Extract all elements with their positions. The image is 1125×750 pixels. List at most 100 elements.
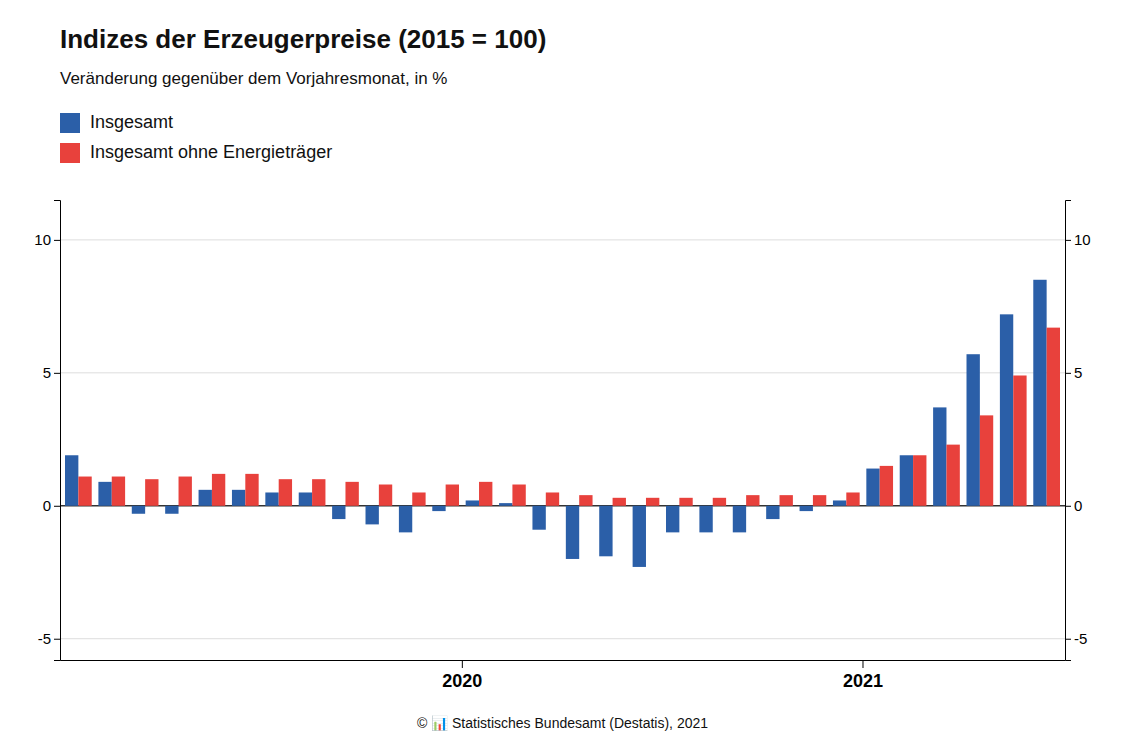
bar bbox=[399, 506, 412, 533]
bar bbox=[112, 477, 125, 506]
bar bbox=[446, 485, 459, 506]
bar bbox=[579, 495, 592, 506]
plot: -5 0 5 10 -5 0 5 10 2020 2021 bbox=[34, 201, 1090, 691]
bar bbox=[65, 455, 78, 506]
legend: Insgesamt Insgesamt ohne Energieträger bbox=[60, 112, 332, 163]
tick-mark bbox=[462, 660, 463, 668]
bar bbox=[1013, 375, 1026, 505]
grid bbox=[60, 240, 1065, 639]
bar bbox=[379, 485, 392, 506]
legend-label: Insgesamt bbox=[90, 112, 173, 132]
bar bbox=[332, 506, 345, 519]
bar bbox=[212, 474, 225, 506]
tick-label: 10 bbox=[1074, 231, 1091, 248]
tick: 10 bbox=[34, 231, 60, 248]
tick: 0 bbox=[43, 497, 60, 514]
bars bbox=[65, 280, 1060, 567]
tick-mark bbox=[1065, 506, 1071, 507]
bar bbox=[512, 485, 525, 506]
bar bbox=[1000, 314, 1013, 505]
tick-label: -5 bbox=[38, 630, 51, 647]
bar bbox=[479, 482, 492, 506]
bar bbox=[833, 500, 846, 505]
bar bbox=[813, 495, 826, 506]
bar bbox=[900, 455, 913, 506]
tick-label: 0 bbox=[43, 497, 51, 514]
tick-label: 10 bbox=[34, 231, 51, 248]
bar bbox=[713, 498, 726, 506]
bar bbox=[279, 479, 292, 506]
bar bbox=[412, 492, 425, 505]
tick: 2021 bbox=[843, 660, 883, 691]
bar bbox=[466, 500, 479, 505]
bar bbox=[800, 506, 813, 511]
tick-label: 2020 bbox=[442, 671, 482, 691]
bar bbox=[78, 477, 91, 506]
bar bbox=[780, 495, 793, 506]
bar bbox=[98, 482, 111, 506]
bar bbox=[432, 506, 445, 511]
tick: -5 bbox=[38, 630, 60, 647]
tick: 5 bbox=[1065, 364, 1082, 381]
subtitle: Veränderung gegenüber dem Vorjahresmonat… bbox=[60, 69, 447, 88]
legend-item: Insgesamt bbox=[60, 112, 173, 133]
tick-label: 5 bbox=[43, 364, 51, 381]
tick-mark bbox=[54, 373, 60, 374]
tick: 0 bbox=[1065, 497, 1082, 514]
legend-swatch bbox=[60, 113, 80, 133]
bar bbox=[265, 492, 278, 505]
bar bbox=[132, 506, 145, 514]
legend-label: Insgesamt ohne Energieträger bbox=[90, 142, 332, 162]
bar bbox=[880, 466, 893, 506]
tick-label: 2021 bbox=[843, 671, 883, 691]
bar bbox=[980, 415, 993, 505]
tick-mark bbox=[54, 240, 60, 241]
bar bbox=[846, 492, 859, 505]
bar bbox=[179, 477, 192, 506]
bar bbox=[312, 479, 325, 506]
tick: -5 bbox=[1065, 630, 1087, 647]
y-axis-right: -5 0 5 10 bbox=[1065, 201, 1091, 661]
bar bbox=[666, 506, 679, 533]
bar bbox=[366, 506, 379, 525]
legend-item: Insgesamt ohne Energieträger bbox=[60, 142, 332, 163]
tick-mark bbox=[54, 639, 60, 640]
bar bbox=[599, 506, 612, 557]
bar bbox=[699, 506, 712, 533]
grid-line bbox=[60, 239, 1065, 240]
tick-mark bbox=[1065, 240, 1071, 241]
title: Indizes der Erzeugerpreise (2015 = 100) bbox=[60, 24, 546, 54]
x-axis: 2020 2021 bbox=[61, 660, 1066, 691]
bar bbox=[733, 506, 746, 533]
series bbox=[78, 328, 1060, 506]
bar bbox=[1047, 328, 1060, 506]
tick-label: -5 bbox=[1074, 630, 1087, 647]
series bbox=[65, 280, 1047, 567]
tick: 5 bbox=[43, 364, 60, 381]
bar bbox=[766, 506, 779, 519]
grid-line bbox=[60, 638, 1065, 639]
tick-mark bbox=[1065, 639, 1071, 640]
tick: 2020 bbox=[442, 660, 482, 691]
bar bbox=[345, 482, 358, 506]
tick-mark bbox=[54, 506, 60, 507]
bar bbox=[1033, 280, 1046, 506]
tick-label: 0 bbox=[1074, 497, 1082, 514]
bar bbox=[232, 490, 245, 506]
bar bbox=[165, 506, 178, 514]
bar bbox=[746, 495, 759, 506]
bar bbox=[145, 479, 158, 506]
bar bbox=[967, 354, 980, 506]
legend-swatch bbox=[60, 143, 80, 163]
annotation: © 📊 Statistisches Bundesamt (Destatis), … bbox=[417, 715, 708, 732]
axis-line bbox=[1066, 201, 1072, 661]
bar bbox=[679, 498, 692, 506]
axis-line bbox=[54, 201, 61, 661]
bar bbox=[946, 445, 959, 506]
chart: Indizes der Erzeugerpreise (2015 = 100) V… bbox=[0, 0, 1125, 750]
bar bbox=[913, 455, 926, 506]
bar bbox=[566, 506, 579, 559]
tick: 10 bbox=[1065, 231, 1091, 248]
bar bbox=[933, 407, 946, 505]
bar bbox=[613, 498, 626, 506]
